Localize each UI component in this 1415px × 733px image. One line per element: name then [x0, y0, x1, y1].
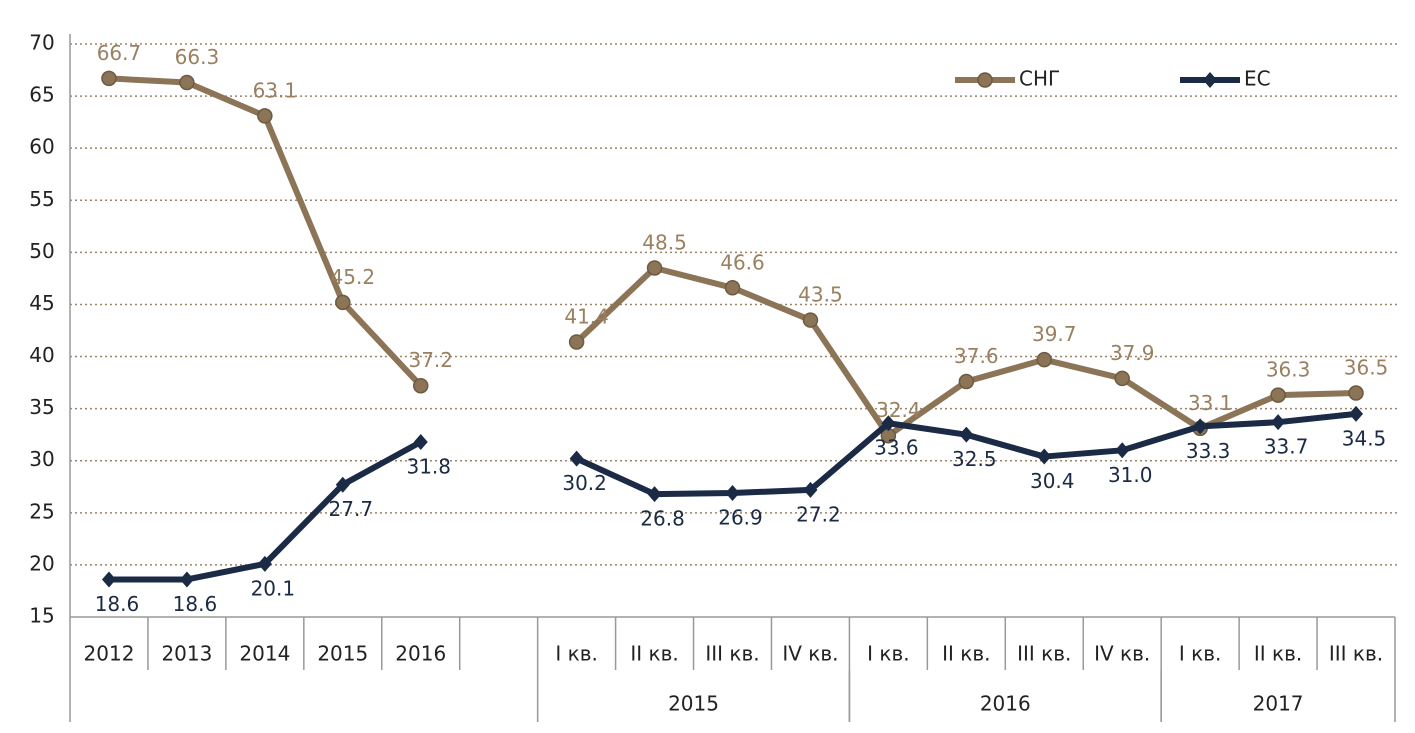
- data-point: [179, 74, 195, 91]
- data-point: [335, 294, 351, 311]
- data-point: [1193, 418, 1208, 435]
- data-label: 48.5: [642, 230, 687, 254]
- x-tick-label: IV кв.: [782, 642, 838, 666]
- y-tick-label: 40: [29, 343, 54, 367]
- legend-label: СНГ: [1019, 67, 1060, 91]
- x-tick-label: 2016: [395, 642, 446, 666]
- x-tick-label: II кв.: [1254, 642, 1302, 666]
- data-label: 33.3: [1186, 439, 1231, 463]
- y-tick-label: 50: [29, 239, 54, 263]
- data-label: 30.4: [1030, 469, 1075, 493]
- data-point: [1037, 448, 1052, 465]
- data-label: 18.6: [173, 592, 218, 616]
- data-label: 66.7: [97, 41, 142, 65]
- data-point: [646, 260, 663, 276]
- data-point: [101, 571, 116, 588]
- data-point: [802, 312, 819, 328]
- data-label: 45.2: [331, 265, 376, 289]
- data-label: 27.2: [796, 502, 841, 526]
- x-tick-label: I кв.: [867, 642, 909, 666]
- data-point: [1349, 405, 1364, 422]
- y-tick-label: 20: [29, 551, 54, 575]
- x-tick-label: III кв.: [1329, 642, 1383, 666]
- data-label: 30.2: [562, 471, 607, 495]
- data-point: [958, 373, 975, 390]
- data-label: 39.7: [1032, 322, 1077, 346]
- data-point: [1114, 370, 1130, 387]
- x-tick-label: I кв.: [1179, 642, 1221, 666]
- data-label: 33.7: [1264, 435, 1309, 459]
- y-tick-label: 65: [29, 83, 54, 107]
- data-label: 31.8: [406, 454, 451, 478]
- y-tick-label: 55: [29, 187, 54, 211]
- data-label: 32.4: [876, 398, 921, 422]
- data-point: [412, 377, 429, 394]
- x-tick-label: III кв.: [1017, 642, 1071, 666]
- data-label: 26.8: [640, 507, 685, 531]
- data-label: 63.1: [253, 78, 298, 102]
- y-tick-label: 60: [29, 135, 54, 159]
- data-point: [101, 70, 117, 87]
- x-tick-label: 2015: [317, 642, 368, 666]
- data-point: [257, 108, 273, 124]
- x-tick-label: III кв.: [705, 642, 759, 666]
- data-point: [413, 433, 428, 450]
- data-label: 33.6: [874, 436, 919, 460]
- data-label: 26.9: [718, 506, 763, 530]
- group-label: 2015: [668, 692, 719, 716]
- group-label: 2017: [1253, 692, 1304, 716]
- data-point: [335, 476, 350, 493]
- data-label: 36.3: [1266, 358, 1311, 382]
- x-tick-label: 2013: [161, 642, 212, 666]
- data-label: 36.5: [1344, 356, 1389, 380]
- data-label: 46.6: [720, 250, 765, 274]
- data-point: [1270, 387, 1286, 403]
- data-label: 18.6: [95, 592, 140, 616]
- data-label: 20.1: [251, 576, 296, 600]
- data-label: 66.3: [175, 45, 220, 69]
- data-point: [1271, 414, 1286, 431]
- x-tick-label: I кв.: [555, 642, 597, 666]
- data-point: [881, 415, 896, 432]
- data-point: [179, 571, 194, 588]
- data-point: [257, 555, 272, 572]
- y-tick-label: 15: [29, 604, 54, 628]
- data-point: [569, 450, 584, 467]
- data-label: 41.4: [564, 304, 609, 328]
- x-tick-label: II кв.: [942, 642, 990, 666]
- data-label: 34.5: [1342, 426, 1387, 450]
- data-label: 37.2: [408, 348, 453, 372]
- legend-marker: [977, 72, 993, 88]
- data-point: [1348, 385, 1364, 401]
- data-point: [568, 334, 585, 350]
- data-point: [647, 486, 662, 503]
- x-tick-label: 2012: [84, 642, 135, 666]
- data-label: 32.5: [952, 447, 997, 471]
- data-label: 37.9: [1110, 341, 1155, 365]
- y-tick-label: 25: [29, 499, 54, 523]
- data-label: 33.1: [1188, 391, 1233, 415]
- data-label: 37.6: [954, 344, 999, 368]
- y-tick-label: 70: [29, 31, 54, 55]
- y-tick-label: 35: [29, 395, 54, 419]
- data-label: 43.5: [798, 283, 843, 307]
- group-label: 2016: [980, 692, 1031, 716]
- data-point: [959, 426, 974, 443]
- legend-marker: [1203, 72, 1217, 88]
- y-tick-label: 30: [29, 447, 54, 471]
- data-label: 27.7: [329, 497, 374, 521]
- data-point: [725, 485, 740, 502]
- y-tick-label: 45: [29, 291, 54, 315]
- data-point: [803, 481, 818, 498]
- data-label: 31.0: [1108, 463, 1153, 487]
- data-point: [724, 280, 741, 296]
- data-point: [1036, 351, 1053, 368]
- x-tick-label: 2014: [239, 642, 290, 666]
- x-tick-label: IV кв.: [1094, 642, 1150, 666]
- x-tick-label: II кв.: [630, 642, 678, 666]
- data-point: [1115, 442, 1130, 459]
- legend-label: ЕС: [1244, 67, 1271, 91]
